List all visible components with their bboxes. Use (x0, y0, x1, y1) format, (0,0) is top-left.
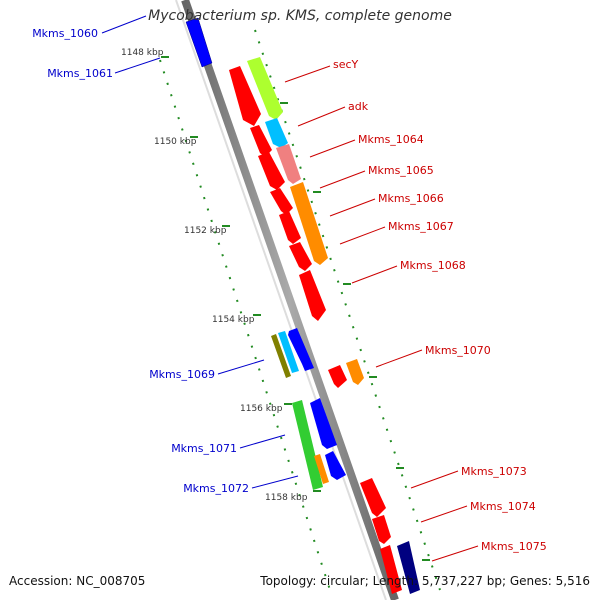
gene-secy-lime[interactable] (247, 57, 283, 120)
scale-dotted-line-outer (254, 29, 441, 591)
gene-mkms-1066[interactable] (279, 211, 301, 244)
genes-value: 5,516 (555, 574, 590, 588)
label-mkms-1070[interactable]: Mkms_1070 (425, 344, 491, 357)
label-mkms-1061[interactable]: Mkms_1061 (47, 67, 113, 80)
scale-ticks-outer (280, 102, 430, 561)
gene-adk-red[interactable] (250, 125, 272, 157)
gene-mkms-1071[interactable] (310, 398, 337, 449)
gene-mkms-1071-green[interactable] (292, 400, 323, 490)
accession-value: NC_008705 (76, 574, 146, 588)
gene-mkms-1065[interactable] (270, 188, 293, 215)
forward-labels: secY adk Mkms_1064 Mkms_1065 Mkms_1066 M… (333, 58, 547, 553)
tick-label-1154: 1154 kbp (212, 315, 255, 325)
label-mkms-1075[interactable]: Mkms_1075 (481, 540, 547, 553)
label-mkms-1065[interactable]: Mkms_1065 (368, 164, 434, 177)
label-mkms-1067[interactable]: Mkms_1067 (388, 220, 454, 233)
gene-mkms-1068[interactable] (299, 270, 326, 321)
label-mkms-1066[interactable]: Mkms_1066 (378, 192, 444, 205)
gene-mkms-1075-navy[interactable] (397, 541, 420, 594)
scale-ticks (161, 56, 321, 492)
accession-label: Accession: (9, 574, 73, 588)
gene-mkms-1069-cyan[interactable] (278, 331, 299, 373)
label-secy[interactable]: secY (333, 58, 359, 71)
topology-value: circular; (320, 574, 369, 588)
reverse-leaders (101, 15, 299, 489)
label-mkms-1069[interactable]: Mkms_1069 (149, 368, 215, 381)
label-mkms-1074[interactable]: Mkms_1074 (470, 500, 536, 513)
gene-mkms-1070[interactable] (346, 359, 364, 385)
forward-genes (229, 57, 420, 594)
gene-mkms-1060[interactable] (185, 17, 213, 68)
gene-mkms-1064[interactable] (258, 152, 285, 190)
genome-stats: Topology: circular; Length: 5,737,227 bp… (260, 574, 590, 588)
reverse-labels: Mkms_1060 Mkms_1061 Mkms_1069 Mkms_1071 … (32, 27, 249, 495)
genes-label: Genes: (509, 574, 552, 588)
gene-mkms-1073[interactable] (360, 478, 386, 517)
tick-label-1158: 1158 kbp (265, 493, 308, 503)
label-mkms-1060[interactable]: Mkms_1060 (32, 27, 98, 40)
forward-leaders (284, 65, 479, 562)
genome-backbone-highlight (175, 0, 387, 601)
gene-mkms-1069[interactable] (288, 328, 314, 371)
label-mkms-1064[interactable]: Mkms_1064 (358, 133, 424, 146)
tick-label-1156: 1156 kbp (240, 404, 283, 414)
gene-mkms-1072-orange[interactable] (314, 454, 329, 484)
length-value: 5,737,227 bp; (421, 574, 507, 588)
label-mkms-1072[interactable]: Mkms_1072 (183, 482, 249, 495)
gene-mkms-1072[interactable] (325, 451, 346, 480)
gene-secy[interactable] (229, 66, 261, 126)
label-mkms-1068[interactable]: Mkms_1068 (400, 259, 466, 272)
label-mkms-1073[interactable]: Mkms_1073 (461, 465, 527, 478)
gene-mkms-1070-red[interactable] (328, 365, 347, 388)
genome-backbone (181, 0, 399, 602)
tick-label-1150: 1150 kbp (154, 137, 197, 147)
gene-mkms-1066-orange[interactable] (290, 182, 328, 265)
gene-mkms-1069-olive[interactable] (271, 334, 291, 378)
gene-adk[interactable] (265, 118, 288, 148)
gene-mkms-1067[interactable] (289, 242, 312, 271)
gene-mkms-1074[interactable] (372, 515, 391, 544)
scale-labels: 1148 kbp 1150 kbp 1152 kbp 1154 kbp 1156… (121, 48, 308, 503)
tick-label-1152: 1152 kbp (184, 226, 227, 236)
reverse-genes (185, 17, 346, 490)
label-adk[interactable]: adk (348, 100, 369, 113)
label-mkms-1071[interactable]: Mkms_1071 (171, 442, 237, 455)
gene-mkms-1064-pink[interactable] (276, 144, 301, 184)
topology-label: Topology: (260, 574, 317, 588)
tick-label-1148: 1148 kbp (121, 48, 164, 58)
gene-mkms-1075[interactable] (380, 545, 402, 594)
length-label: Length: (372, 574, 419, 588)
accession-info: Accession: NC_008705 (9, 574, 145, 588)
map-title: Mycobacterium sp. KMS, complete genome (148, 8, 452, 24)
